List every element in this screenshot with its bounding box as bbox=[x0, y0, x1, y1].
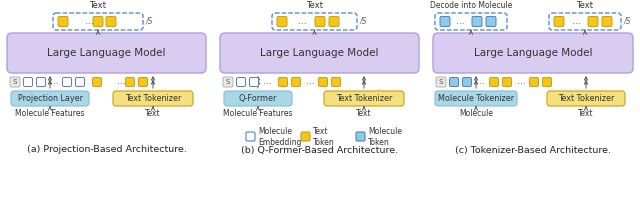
FancyBboxPatch shape bbox=[277, 16, 287, 26]
FancyBboxPatch shape bbox=[223, 77, 233, 87]
Text: ...: ... bbox=[116, 78, 125, 87]
FancyBboxPatch shape bbox=[588, 16, 598, 26]
FancyBboxPatch shape bbox=[463, 78, 472, 87]
FancyBboxPatch shape bbox=[106, 16, 116, 26]
Text: S: S bbox=[439, 79, 443, 85]
FancyBboxPatch shape bbox=[490, 78, 499, 87]
FancyBboxPatch shape bbox=[224, 91, 292, 106]
Text: Text Tokenizer: Text Tokenizer bbox=[125, 94, 181, 103]
FancyBboxPatch shape bbox=[7, 33, 206, 73]
Text: Large Language Model: Large Language Model bbox=[47, 48, 166, 58]
Text: Text: Text bbox=[306, 2, 323, 11]
FancyBboxPatch shape bbox=[329, 16, 339, 26]
FancyBboxPatch shape bbox=[543, 78, 552, 87]
FancyBboxPatch shape bbox=[433, 33, 633, 73]
FancyBboxPatch shape bbox=[138, 78, 147, 87]
Text: ...: ... bbox=[298, 17, 307, 26]
Text: Text: Text bbox=[356, 108, 372, 118]
FancyBboxPatch shape bbox=[125, 78, 134, 87]
FancyBboxPatch shape bbox=[315, 16, 325, 26]
FancyBboxPatch shape bbox=[549, 13, 621, 30]
Text: Text Tokenizer: Text Tokenizer bbox=[558, 94, 614, 103]
FancyBboxPatch shape bbox=[436, 77, 446, 87]
Text: Text: Text bbox=[577, 2, 593, 11]
Text: ...: ... bbox=[50, 78, 58, 87]
FancyBboxPatch shape bbox=[529, 78, 538, 87]
FancyBboxPatch shape bbox=[63, 78, 72, 87]
Text: Projection Layer: Projection Layer bbox=[17, 94, 83, 103]
Text: S: S bbox=[226, 79, 230, 85]
FancyBboxPatch shape bbox=[602, 16, 612, 26]
FancyBboxPatch shape bbox=[11, 91, 89, 106]
FancyBboxPatch shape bbox=[113, 91, 193, 106]
Text: ...: ... bbox=[84, 17, 93, 26]
FancyBboxPatch shape bbox=[250, 78, 259, 87]
FancyBboxPatch shape bbox=[356, 132, 365, 141]
FancyBboxPatch shape bbox=[440, 16, 450, 26]
Text: ...: ... bbox=[572, 17, 580, 26]
FancyBboxPatch shape bbox=[24, 78, 33, 87]
Text: /S: /S bbox=[623, 17, 631, 26]
FancyBboxPatch shape bbox=[291, 78, 301, 87]
FancyBboxPatch shape bbox=[472, 16, 482, 26]
FancyBboxPatch shape bbox=[93, 16, 103, 26]
FancyBboxPatch shape bbox=[547, 91, 625, 106]
FancyBboxPatch shape bbox=[502, 78, 511, 87]
Text: Decode into Molecule: Decode into Molecule bbox=[430, 2, 512, 11]
Text: Molecule
Embedding: Molecule Embedding bbox=[258, 127, 301, 147]
FancyBboxPatch shape bbox=[36, 78, 45, 87]
FancyBboxPatch shape bbox=[220, 33, 419, 73]
FancyBboxPatch shape bbox=[486, 16, 496, 26]
Text: (a) Projection-Based Architecture.: (a) Projection-Based Architecture. bbox=[27, 145, 186, 154]
Text: Molecule
Token: Molecule Token bbox=[368, 127, 402, 147]
Text: Text: Text bbox=[90, 2, 106, 11]
FancyBboxPatch shape bbox=[93, 78, 102, 87]
Text: (c) Tokenizer-Based Architecture.: (c) Tokenizer-Based Architecture. bbox=[455, 145, 611, 154]
FancyBboxPatch shape bbox=[10, 77, 20, 87]
FancyBboxPatch shape bbox=[324, 91, 404, 106]
Text: ...: ... bbox=[262, 78, 271, 87]
FancyBboxPatch shape bbox=[435, 13, 507, 30]
FancyBboxPatch shape bbox=[58, 16, 68, 26]
Text: Molecule: Molecule bbox=[459, 108, 493, 118]
Text: ...: ... bbox=[306, 78, 314, 87]
FancyBboxPatch shape bbox=[272, 13, 357, 30]
FancyBboxPatch shape bbox=[301, 132, 310, 141]
FancyBboxPatch shape bbox=[554, 16, 564, 26]
Text: /S: /S bbox=[145, 17, 153, 26]
Text: Text Tokenizer: Text Tokenizer bbox=[336, 94, 392, 103]
Text: (b) Q-Former-Based Architecture.: (b) Q-Former-Based Architecture. bbox=[241, 145, 398, 154]
Text: ...: ... bbox=[476, 78, 484, 87]
Text: ...: ... bbox=[516, 78, 525, 87]
FancyBboxPatch shape bbox=[332, 78, 340, 87]
Text: S: S bbox=[13, 79, 17, 85]
Text: Large Language Model: Large Language Model bbox=[474, 48, 592, 58]
FancyBboxPatch shape bbox=[319, 78, 328, 87]
Text: ...: ... bbox=[456, 17, 464, 26]
FancyBboxPatch shape bbox=[449, 78, 458, 87]
FancyBboxPatch shape bbox=[278, 78, 287, 87]
Text: Large Language Model: Large Language Model bbox=[260, 48, 379, 58]
Text: Text: Text bbox=[145, 108, 161, 118]
Text: Molecule Tokenizer: Molecule Tokenizer bbox=[438, 94, 514, 103]
Text: Molecule Features: Molecule Features bbox=[15, 108, 84, 118]
FancyBboxPatch shape bbox=[76, 78, 84, 87]
Text: Q-Former: Q-Former bbox=[239, 94, 277, 103]
Text: Text
Token: Text Token bbox=[313, 127, 335, 147]
Text: Molecule Features: Molecule Features bbox=[223, 108, 292, 118]
Text: /S: /S bbox=[359, 17, 367, 26]
FancyBboxPatch shape bbox=[237, 78, 246, 87]
Text: Text: Text bbox=[579, 108, 594, 118]
FancyBboxPatch shape bbox=[435, 91, 517, 106]
FancyBboxPatch shape bbox=[246, 132, 255, 141]
FancyBboxPatch shape bbox=[53, 13, 143, 30]
